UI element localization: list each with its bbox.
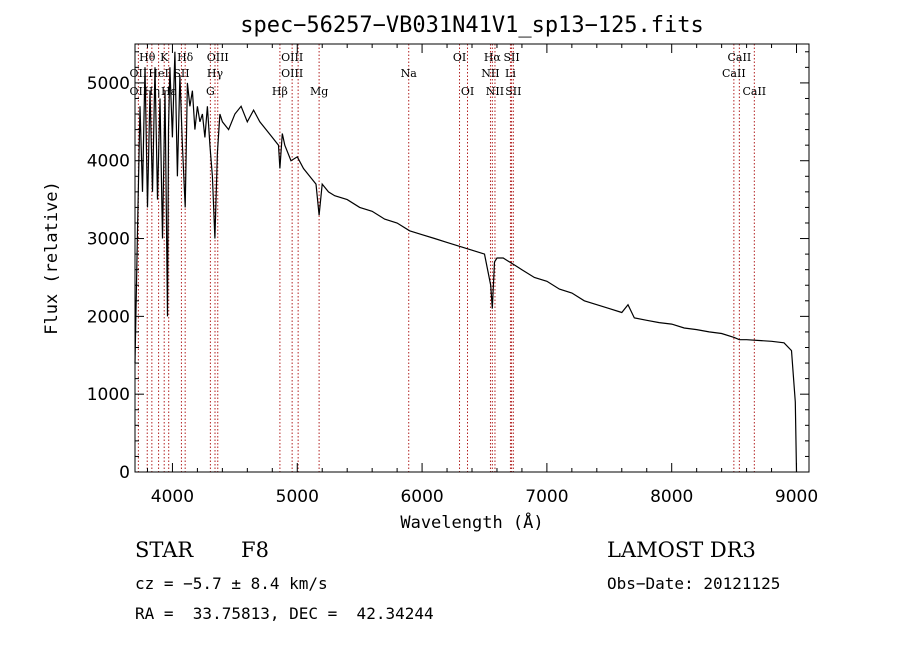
spectrum-chart: spec−56257−VB031N41V1_sp13−125.fits Hθ K H…: [42, 13, 818, 533]
x-tick-label-5: 9000: [775, 487, 818, 507]
flux-series-line: [134, 51, 798, 473]
line-label-13: OIII: [281, 67, 303, 80]
line-label-8: CaII: [728, 51, 752, 64]
line-label-1: K: [160, 51, 169, 64]
observation-date: Obs−Date: 20121125: [607, 574, 781, 593]
line-label-18: OII: [130, 85, 148, 98]
y-tick-label-4: 4000: [87, 152, 130, 172]
line-label-9: OII: [130, 67, 148, 80]
line-label-7: SII: [503, 51, 519, 64]
line-label-27: CaII: [742, 85, 766, 98]
survey-name: LAMOST DR3: [607, 538, 756, 562]
y-tick-label-3: 3000: [87, 230, 130, 250]
y-tick-label-2: 2000: [87, 307, 130, 327]
line-label-10: HeI: [148, 67, 168, 80]
line-label-15: NII: [481, 67, 499, 80]
x-axis-label: Wavelength (Å): [400, 511, 543, 533]
plot-frame: [134, 43, 810, 473]
line-label-11: SII: [173, 67, 189, 80]
object-class: STAR: [135, 538, 194, 562]
line-label-12: Hγ: [207, 67, 224, 80]
y-tick-label-0: 0: [119, 463, 130, 483]
x-tick-label-4: 8000: [650, 487, 693, 507]
line-label-23: Mg: [310, 85, 328, 98]
y-tick-label-1: 1000: [87, 385, 130, 405]
sky-coordinates: RA = 33.75813, DEC = 42.34244: [135, 604, 434, 623]
x-tick-label-1: 5000: [276, 487, 319, 507]
line-label-2: Hδ: [177, 51, 194, 64]
y-tick-label-5: 5000: [87, 74, 130, 94]
line-label-17: CaII: [722, 67, 746, 80]
line-label-6: Hα: [484, 51, 502, 64]
line-label-14: Na: [401, 67, 418, 80]
line-label-22: Hβ: [272, 85, 288, 98]
line-label-21: G: [206, 85, 215, 98]
chart-title: spec−56257−VB031N41V1_sp13−125.fits: [240, 13, 704, 38]
line-label-24: OI: [461, 85, 474, 98]
line-label-16: Li: [505, 67, 516, 80]
axis-tick-labels: 4000 5000 6000 7000 8000 9000 0 1000 2000 3000 400…: [87, 74, 818, 507]
x-tick-label-3: 7000: [525, 487, 568, 507]
redshift-velocity: cz = −5.7 ± 8.4 km/s: [135, 574, 328, 593]
line-label-0: Hθ: [139, 51, 156, 64]
line-label-25: NII: [486, 85, 504, 98]
line-label-19: Hη: [144, 85, 160, 98]
y-axis-label: Flux (relative): [42, 181, 62, 335]
line-label-3: OIII: [207, 51, 229, 64]
line-label-5: OI: [453, 51, 466, 64]
emission-line-markers: [137, 44, 755, 472]
x-tick-label-0: 4000: [151, 487, 194, 507]
x-tick-label-2: 6000: [400, 487, 443, 507]
object-subclass: F8: [241, 538, 269, 562]
axis-ticks: [135, 44, 809, 473]
line-label-4: OIII: [281, 51, 303, 64]
line-label-26: SII: [505, 85, 521, 98]
